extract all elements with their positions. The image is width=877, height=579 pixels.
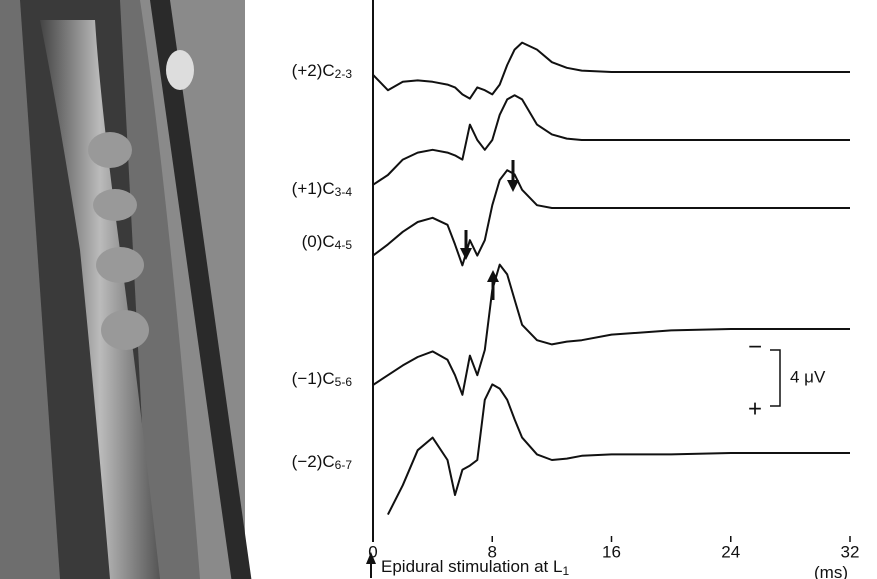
trace-label: (+1)C3-4 — [292, 179, 353, 199]
x-tick-label: 8 — [488, 542, 497, 561]
trace-label-segment: C — [322, 61, 334, 80]
trace-label-sub: 4-5 — [335, 238, 353, 252]
x-tick-label: 0 — [368, 542, 377, 561]
x-tick-label: 32 — [841, 542, 860, 561]
x-tick-label: 24 — [721, 542, 740, 561]
trace — [387, 383, 850, 516]
trace-label-sub: 3-4 — [335, 185, 353, 199]
trace — [372, 263, 850, 396]
trace-label-segment: C — [322, 232, 334, 251]
trace-label-segment: C — [322, 369, 334, 388]
trace-label-name: (−2) — [292, 452, 323, 471]
trace-label: (−2)C6-7 — [292, 452, 353, 472]
x-tick-label: 16 — [602, 542, 621, 561]
scale-bar-bottom: + — [748, 395, 762, 422]
trace-label-name: (0) — [302, 232, 323, 251]
arrows — [366, 160, 519, 578]
trace — [372, 94, 850, 186]
trace-label: (+2)C2-3 — [292, 61, 353, 81]
trace-label-sub: 5-6 — [335, 375, 353, 389]
scale-bar-label: 4 μV — [790, 367, 826, 386]
x-axis-label: (ms) — [814, 563, 848, 579]
trace-label-sub: 2-3 — [335, 67, 353, 81]
trace-label-segment: C — [322, 179, 334, 198]
trace — [372, 41, 850, 100]
annotation: Epidural stimulation at L1 — [381, 557, 569, 578]
trace-label: (0)C4-5 — [302, 232, 353, 252]
trace-label-sub: 6-7 — [335, 458, 353, 472]
trace-label-name: (−1) — [292, 369, 323, 388]
trace — [372, 169, 850, 267]
trace-label-name: (+2) — [292, 61, 323, 80]
mri-image — [0, 0, 252, 579]
scale-bar — [770, 349, 781, 407]
trace-label-name: (+1) — [292, 179, 323, 198]
trace-label-segment: C — [322, 452, 334, 471]
scale-bar-top: − — [748, 333, 762, 360]
trace-label: (−1)C5-6 — [292, 369, 353, 389]
